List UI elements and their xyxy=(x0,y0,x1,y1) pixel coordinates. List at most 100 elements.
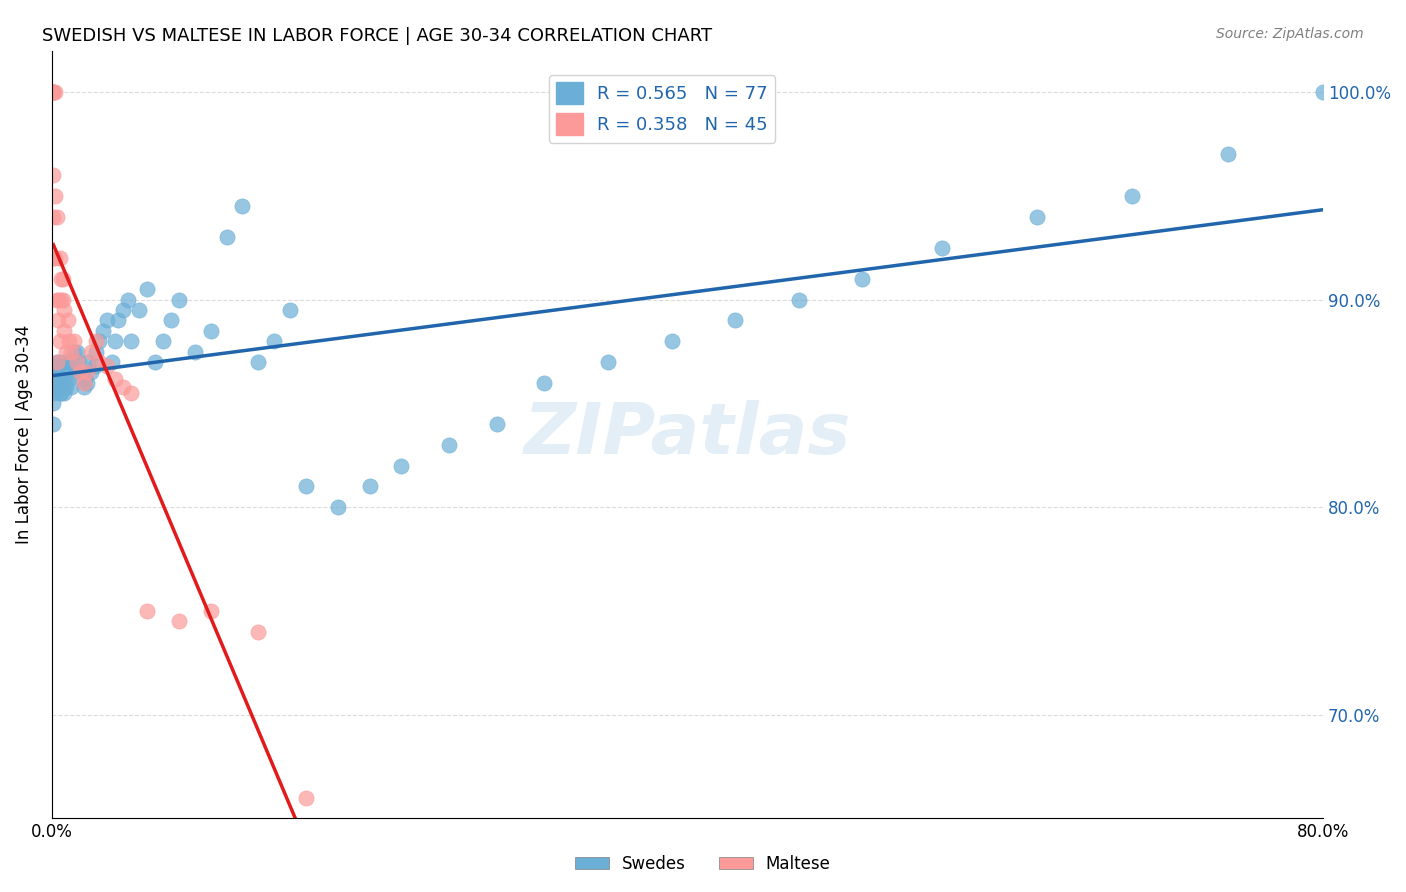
Point xyxy=(295,479,318,493)
Point xyxy=(45,210,67,224)
Point xyxy=(89,355,111,369)
Point xyxy=(89,334,111,349)
Point xyxy=(42,396,65,410)
Point xyxy=(59,344,82,359)
Point xyxy=(44,85,66,99)
Point xyxy=(152,334,174,349)
Point xyxy=(45,355,67,369)
Point xyxy=(58,371,80,385)
Point xyxy=(44,365,66,379)
Point xyxy=(84,344,107,359)
Point xyxy=(77,355,100,369)
Point xyxy=(72,376,94,390)
Point xyxy=(46,313,69,327)
Point xyxy=(76,376,98,390)
Point xyxy=(52,371,75,385)
Point xyxy=(215,230,238,244)
Point xyxy=(1216,147,1239,161)
Point xyxy=(1121,189,1143,203)
Point xyxy=(167,615,190,629)
Legend: R = 0.565   N = 77, R = 0.358   N = 45: R = 0.565 N = 77, R = 0.358 N = 45 xyxy=(548,75,775,143)
Point xyxy=(485,417,508,432)
Point xyxy=(52,380,75,394)
Point xyxy=(66,344,89,359)
Point xyxy=(167,293,190,307)
Point xyxy=(851,272,873,286)
Point xyxy=(69,365,91,379)
Point xyxy=(72,380,94,394)
Point xyxy=(136,604,159,618)
Point xyxy=(55,344,77,359)
Point xyxy=(63,334,86,349)
Point xyxy=(184,344,207,359)
Point xyxy=(53,303,76,318)
Point xyxy=(278,303,301,318)
Point xyxy=(48,386,70,401)
Point xyxy=(200,324,222,338)
Point xyxy=(56,313,79,327)
Point xyxy=(200,604,222,618)
Point xyxy=(44,251,66,265)
Point xyxy=(45,293,67,307)
Point xyxy=(45,355,67,369)
Point xyxy=(46,359,69,373)
Point xyxy=(48,355,70,369)
Point xyxy=(96,313,118,327)
Point xyxy=(42,376,65,390)
Point xyxy=(247,624,270,639)
Point xyxy=(58,334,80,349)
Point xyxy=(44,376,66,390)
Point xyxy=(120,334,142,349)
Point xyxy=(117,293,139,307)
Point xyxy=(104,334,127,349)
Point xyxy=(263,334,285,349)
Point xyxy=(83,359,105,373)
Point xyxy=(42,417,65,432)
Point xyxy=(62,355,84,369)
Point xyxy=(112,303,135,318)
Point xyxy=(51,365,73,379)
Point xyxy=(96,359,118,373)
Point xyxy=(56,355,79,369)
Point xyxy=(67,355,90,369)
Text: ZIPatlas: ZIPatlas xyxy=(524,401,851,469)
Point xyxy=(101,355,124,369)
Point xyxy=(51,386,73,401)
Point xyxy=(55,380,77,394)
Legend: Swedes, Maltese: Swedes, Maltese xyxy=(568,848,838,880)
Point xyxy=(437,438,460,452)
Point xyxy=(53,324,76,338)
Point xyxy=(80,365,103,379)
Point xyxy=(52,293,75,307)
Point xyxy=(59,380,82,394)
Point xyxy=(48,251,70,265)
Point xyxy=(160,313,183,327)
Point xyxy=(65,365,87,379)
Point xyxy=(533,376,555,390)
Point xyxy=(52,272,75,286)
Point xyxy=(42,85,65,99)
Point xyxy=(84,334,107,349)
Point xyxy=(51,293,73,307)
Point xyxy=(53,386,76,401)
Point xyxy=(326,500,349,515)
Point xyxy=(46,293,69,307)
Text: SWEDISH VS MALTESE IN LABOR FORCE | AGE 30-34 CORRELATION CHART: SWEDISH VS MALTESE IN LABOR FORCE | AGE … xyxy=(42,27,713,45)
Point xyxy=(112,380,135,394)
Point xyxy=(42,85,65,99)
Point xyxy=(247,355,270,369)
Text: Source: ZipAtlas.com: Source: ZipAtlas.com xyxy=(1216,27,1364,41)
Point xyxy=(120,386,142,401)
Point xyxy=(128,303,150,318)
Point xyxy=(389,458,412,473)
Point xyxy=(661,334,683,349)
Point xyxy=(787,293,810,307)
Point xyxy=(45,380,67,394)
Point xyxy=(42,168,65,182)
Point xyxy=(136,282,159,296)
Point xyxy=(91,324,114,338)
Point xyxy=(42,210,65,224)
Point xyxy=(44,189,66,203)
Point xyxy=(42,365,65,379)
Point xyxy=(1312,85,1334,99)
